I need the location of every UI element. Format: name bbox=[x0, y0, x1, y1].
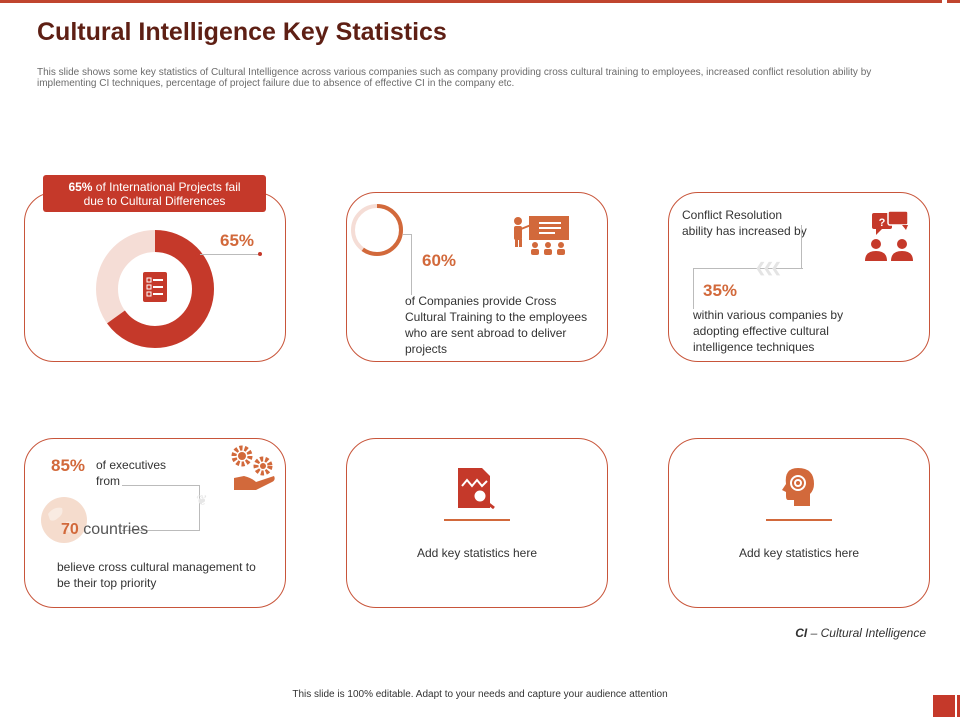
abbreviation-note: CI – Cultural Intelligence bbox=[795, 626, 926, 640]
training-percent: 60% bbox=[422, 251, 457, 270]
banner-line2: due to Cultural Differences bbox=[83, 193, 226, 208]
placeholder-text-2: Add key statistics here bbox=[738, 546, 860, 560]
corner-decoration bbox=[933, 695, 955, 717]
executives-text: believe cross cultural management to be … bbox=[57, 560, 256, 590]
executives-leader-line bbox=[122, 485, 200, 531]
stat-card-placeholder-1 bbox=[346, 438, 608, 608]
leader-dot bbox=[195, 252, 200, 257]
stat-card-placeholder-2 bbox=[668, 438, 930, 608]
ci-abbr: CI bbox=[795, 626, 808, 640]
divider bbox=[444, 519, 510, 521]
checklist-icon bbox=[143, 272, 167, 302]
top-accent-line bbox=[0, 0, 942, 3]
executives-percent: 85% bbox=[51, 456, 86, 475]
slide-description: This slide shows some key statistics of … bbox=[37, 67, 872, 89]
presentation-icon bbox=[514, 216, 569, 255]
corner-decoration-end bbox=[957, 695, 960, 717]
banner-line1: of International Projects fail bbox=[92, 179, 241, 194]
conflict-text: within various companies by adopting eff… bbox=[693, 308, 844, 354]
laurel-icon: ❦ bbox=[196, 492, 208, 508]
countries-number: 70 bbox=[61, 521, 79, 538]
conflict-leader-line-2 bbox=[801, 225, 802, 269]
ci-meaning: – Cultural Intelligence bbox=[807, 626, 926, 640]
divider bbox=[766, 519, 832, 521]
globe-icon bbox=[41, 497, 87, 543]
donut-chart bbox=[96, 230, 214, 348]
countries-stat: 70 countries bbox=[61, 521, 148, 539]
footer-note: This slide is 100% editable. Adapt to yo… bbox=[292, 689, 668, 700]
gears-hand-icon bbox=[231, 445, 275, 490]
placeholder-text-1: Add key statistics here bbox=[416, 546, 538, 560]
discussion-icon: ? bbox=[865, 211, 913, 261]
mind-head-icon bbox=[782, 468, 814, 506]
donut-leader-line bbox=[198, 254, 260, 255]
progress-ring-arc bbox=[351, 204, 403, 256]
chevrons-icon: ❮❮❮ bbox=[755, 260, 782, 275]
conflict-leader-line bbox=[693, 268, 803, 309]
countries-word: countries bbox=[78, 521, 149, 538]
ring-leader-line bbox=[403, 234, 412, 295]
analytics-report-icon bbox=[458, 468, 495, 510]
page-title: Cultural Intelligence Key Statistics bbox=[37, 18, 447, 46]
conflict-lead-text: Conflict Resolution ability has increase… bbox=[682, 208, 807, 238]
donut-arc bbox=[96, 230, 214, 348]
conflict-percent: 35% bbox=[703, 281, 738, 300]
svg-text:?: ? bbox=[879, 217, 886, 229]
top-accent-line-end bbox=[947, 0, 960, 3]
stat-banner: 65% of International Projects fail due t… bbox=[43, 175, 266, 212]
executives-lead-text: of executives from bbox=[96, 458, 167, 488]
training-text: of Companies provide Cross Cultural Trai… bbox=[405, 294, 588, 356]
progress-ring bbox=[351, 204, 403, 256]
leader-dot-end bbox=[258, 252, 262, 256]
donut-percent-label: 65% bbox=[220, 231, 255, 250]
banner-percent: 65% bbox=[68, 179, 93, 194]
